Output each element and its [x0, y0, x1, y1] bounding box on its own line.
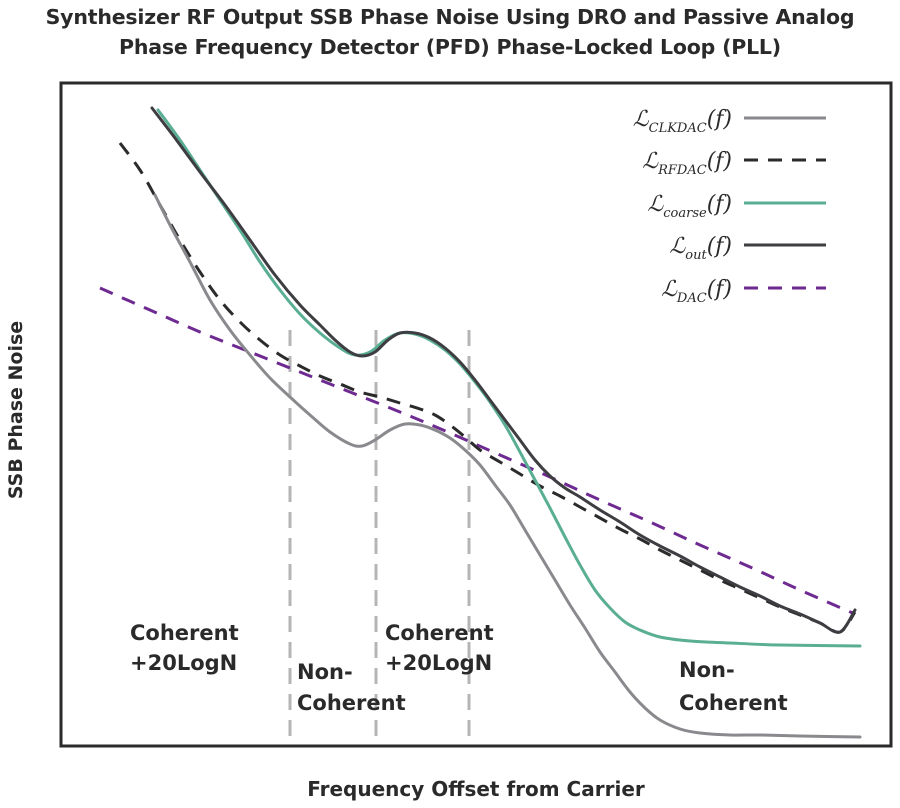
legend-label-rfdac: ℒRFDAC(f)	[642, 149, 732, 178]
series-line-dac	[99, 286, 856, 616]
legend-entry-dac: ℒDAC(f)	[661, 277, 826, 306]
legend-entry-rfdac: ℒRFDAC(f)	[642, 149, 826, 178]
legend-entry-out: ℒout(f)	[669, 234, 826, 263]
legend: ℒCLKDAC(f) ℒRFDAC(f) ℒcoarse(f) ℒout(f) ℒDAC…	[633, 107, 826, 306]
legend-entry-coarse: ℒcoarse(f)	[647, 192, 826, 221]
series-line-coarse	[156, 108, 862, 648]
legend-label-coarse: ℒcoarse(f)	[647, 192, 732, 221]
region-label-1-line-0: Non-	[297, 660, 353, 684]
region-label-2-line-1: +20LogN	[385, 651, 492, 675]
legend-entry-clkdac: ℒCLKDAC(f)	[633, 107, 826, 136]
plot-frame	[59, 81, 893, 748]
region-label-0-line-1: +20LogN	[130, 651, 237, 675]
series-line-rfdac	[118, 142, 857, 634]
x-axis-label: Frequency Offset from Carrier	[307, 777, 645, 801]
chart-title-line-2: Phase Frequency Detector (PFD) Phase-Loc…	[119, 35, 781, 59]
series-line-out	[150, 106, 857, 634]
region-label-3-line-0: Non-	[679, 658, 735, 682]
series-lines	[99, 106, 862, 739]
legend-label-dac: ℒDAC(f)	[661, 277, 732, 306]
region-label-2-line-0: Coherent	[385, 621, 494, 645]
chart-title: Synthesizer RF Output SSB Phase Noise Us…	[0, 2, 900, 62]
region-dividers	[288, 330, 471, 745]
chart-title-line-1: Synthesizer RF Output SSB Phase Noise Us…	[45, 5, 855, 29]
region-label-0-line-0: Coherent	[130, 621, 239, 645]
y-axis-label: SSB Phase Noise	[5, 321, 27, 499]
legend-label-out: ℒout(f)	[669, 234, 732, 263]
region-labels: Coherent +20LogN Non- Coherent Coherent …	[130, 621, 788, 715]
region-label-1-line-1: Coherent	[297, 691, 406, 715]
legend-label-clkdac: ℒCLKDAC(f)	[633, 107, 732, 136]
series-line-clkdac	[153, 193, 862, 739]
region-label-3-line-1: Coherent	[679, 691, 788, 715]
